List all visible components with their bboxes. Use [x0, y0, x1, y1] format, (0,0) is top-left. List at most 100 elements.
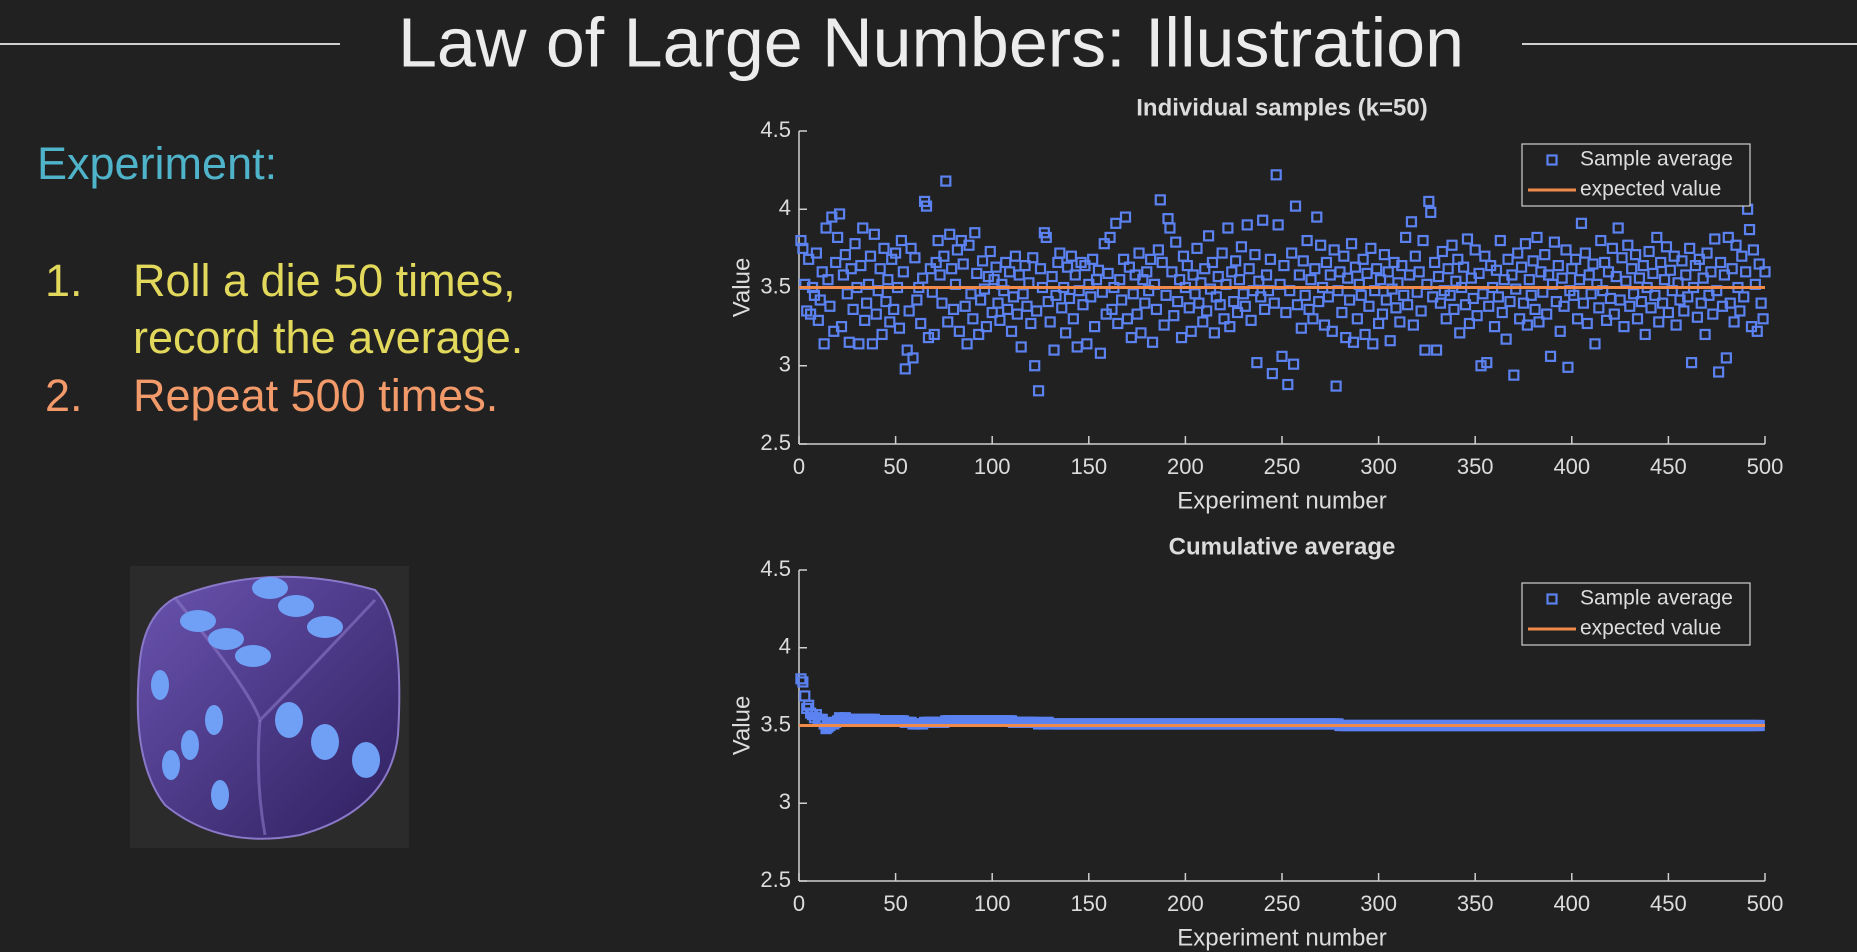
point	[803, 253, 815, 265]
point	[1374, 274, 1387, 286]
point	[1286, 247, 1298, 259]
point	[864, 250, 877, 262]
point	[1253, 275, 1265, 287]
point	[797, 676, 809, 688]
point	[1382, 266, 1394, 278]
point	[1127, 288, 1139, 300]
point	[1533, 316, 1545, 328]
point	[1174, 274, 1186, 286]
legend: Sample average expected value	[1521, 582, 1751, 646]
point	[1707, 308, 1719, 320]
point	[940, 175, 952, 187]
point	[1581, 317, 1593, 330]
x-axis-label: Experiment number	[1177, 924, 1386, 951]
point	[1405, 216, 1418, 228]
point	[1141, 266, 1153, 278]
y-tick-label: 4	[779, 634, 791, 659]
point	[1326, 325, 1338, 337]
point	[1657, 297, 1669, 309]
point	[1432, 270, 1445, 283]
point	[953, 325, 965, 337]
point	[1135, 327, 1147, 339]
point	[795, 673, 807, 685]
point	[1025, 317, 1037, 330]
point	[1436, 245, 1448, 258]
point	[1231, 306, 1244, 319]
x-tick-label: 400	[1553, 891, 1590, 916]
x-tick-label: 0	[793, 891, 805, 916]
point	[1056, 302, 1068, 314]
point	[1651, 231, 1663, 244]
point	[978, 283, 991, 295]
point	[1214, 299, 1226, 311]
point	[1527, 255, 1539, 267]
point	[1069, 269, 1081, 281]
point	[1515, 261, 1528, 273]
point	[1502, 253, 1514, 265]
point	[1131, 308, 1143, 320]
point	[1429, 256, 1441, 269]
point	[1523, 274, 1535, 286]
point	[1488, 321, 1501, 333]
point	[1206, 256, 1219, 269]
point	[814, 294, 826, 306]
point	[1481, 357, 1493, 369]
point	[1504, 295, 1516, 308]
y-tick-label: 3.5	[760, 711, 791, 736]
point	[959, 300, 971, 312]
point	[1338, 250, 1350, 262]
point	[1347, 336, 1360, 348]
point	[1631, 313, 1644, 325]
point	[1081, 338, 1093, 350]
point	[1152, 244, 1164, 256]
step-text: Roll a die 50 times,	[133, 255, 516, 306]
legend-label: Sample average	[1580, 587, 1733, 610]
point	[1380, 294, 1392, 306]
point	[1202, 230, 1215, 242]
point	[1475, 360, 1487, 372]
point	[820, 222, 832, 234]
point	[812, 314, 824, 326]
point	[1751, 325, 1763, 337]
point	[1461, 233, 1474, 245]
charts: 0 50 100 150 200 250 300 350 400 450 5002.533.544.…	[728, 94, 1783, 951]
point	[1608, 308, 1620, 320]
legend-label: Sample average	[1580, 148, 1733, 171]
point	[1730, 239, 1742, 251]
point	[1728, 316, 1740, 328]
y-tick-label: 3	[779, 352, 791, 377]
point	[816, 266, 828, 278]
step-text: Repeat 500 times.	[133, 370, 498, 421]
point	[893, 322, 906, 334]
point	[936, 297, 948, 309]
point	[1187, 269, 1199, 281]
point	[1386, 283, 1398, 295]
point	[855, 259, 867, 272]
point	[1017, 288, 1029, 300]
point	[1110, 217, 1122, 229]
point	[1193, 297, 1205, 309]
point	[1357, 253, 1369, 265]
point	[1693, 253, 1705, 265]
point	[1139, 297, 1151, 309]
point	[839, 249, 851, 261]
point	[1067, 313, 1079, 325]
point	[1747, 244, 1760, 256]
point	[1660, 241, 1673, 253]
point	[1384, 335, 1396, 347]
point	[1272, 219, 1284, 231]
point	[1471, 310, 1483, 322]
point	[1658, 274, 1671, 286]
point	[1199, 263, 1211, 275]
point	[963, 239, 975, 251]
x-tick-label: 150	[1070, 891, 1107, 916]
point	[982, 270, 994, 283]
point	[1013, 269, 1025, 281]
point	[1427, 291, 1439, 303]
x-tick-label: 100	[974, 454, 1011, 479]
point	[1363, 300, 1375, 312]
point	[1034, 263, 1047, 275]
point	[866, 338, 879, 350]
point	[1614, 294, 1626, 306]
point	[1670, 319, 1682, 331]
